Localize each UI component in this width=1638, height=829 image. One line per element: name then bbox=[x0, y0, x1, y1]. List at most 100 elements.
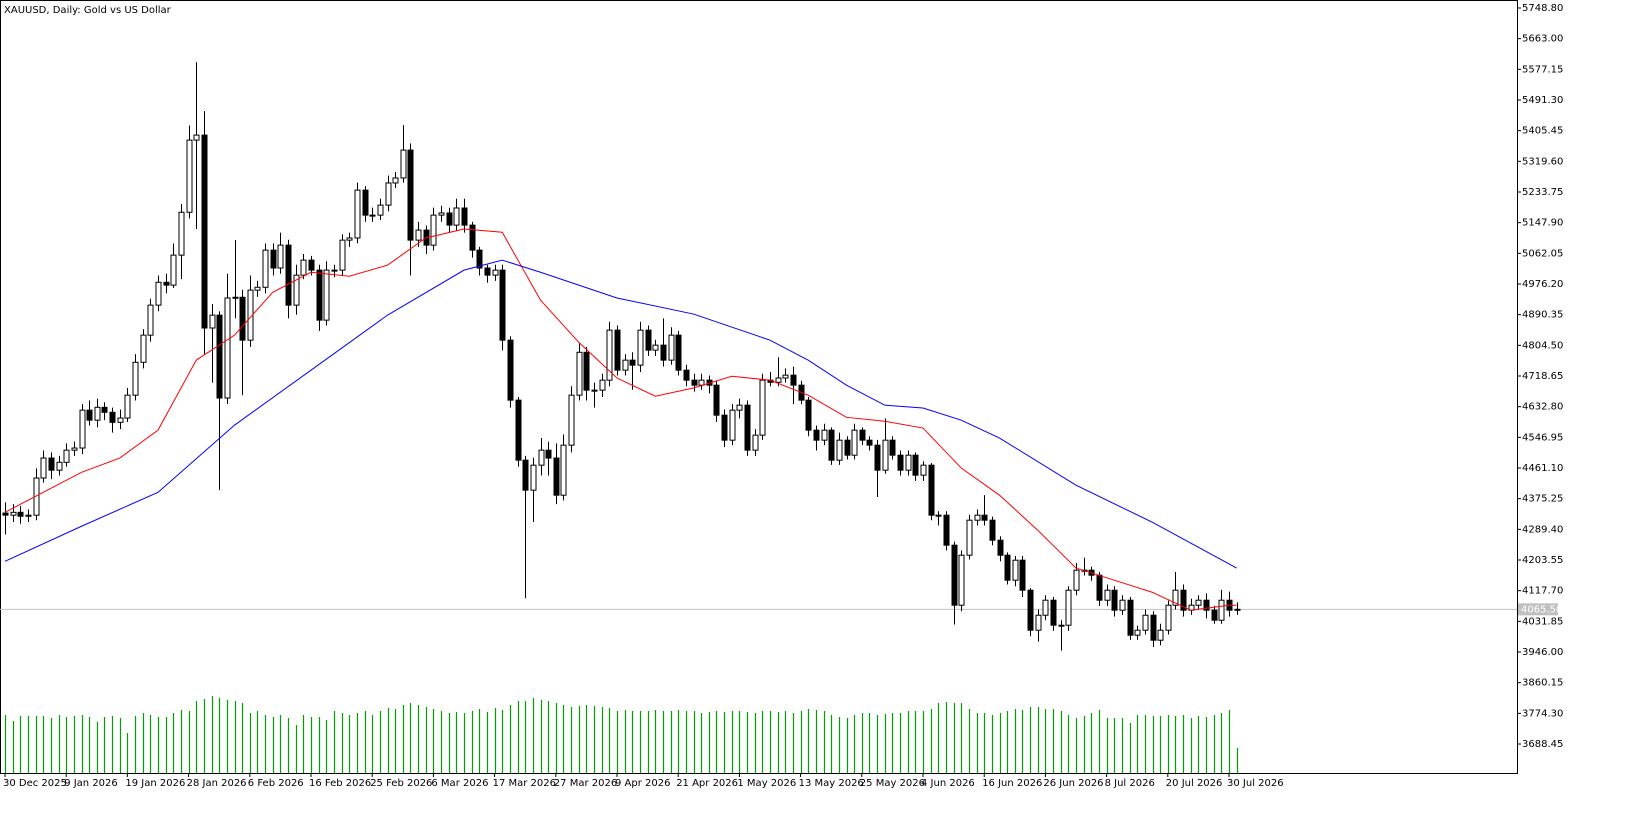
candle-body bbox=[476, 249, 483, 269]
candle-body bbox=[346, 237, 353, 241]
x-tick-label: 6 Mar 2026 bbox=[431, 778, 488, 789]
candle-body bbox=[966, 519, 973, 556]
candle-body bbox=[958, 554, 965, 606]
candle-body bbox=[117, 417, 124, 423]
x-tick-label: 9 Jan 2026 bbox=[64, 778, 118, 789]
candle-body bbox=[713, 384, 720, 416]
candle-body bbox=[377, 204, 384, 216]
candle-body bbox=[1004, 554, 1011, 581]
candle-body bbox=[63, 449, 70, 463]
candle-body bbox=[905, 454, 912, 471]
candle-body bbox=[323, 269, 330, 321]
y-tick-label: 3860.15 bbox=[1522, 678, 1563, 689]
candle-body bbox=[407, 149, 414, 241]
plot-area bbox=[0, 0, 1518, 774]
candle-body bbox=[744, 404, 751, 451]
candle-body bbox=[645, 329, 652, 351]
candle-body bbox=[1180, 589, 1187, 611]
x-tick-label: 25 Feb 2026 bbox=[370, 778, 432, 789]
candle-body bbox=[828, 429, 835, 461]
candle-body bbox=[775, 377, 782, 383]
candle-body bbox=[897, 454, 904, 471]
candle-body bbox=[1012, 559, 1019, 581]
candle-body bbox=[859, 429, 866, 441]
y-tick-label: 4031.85 bbox=[1522, 616, 1563, 627]
candle-body bbox=[369, 214, 376, 217]
candle-body bbox=[94, 406, 101, 421]
candle-body bbox=[522, 459, 529, 491]
y-tick-label: 4632.80 bbox=[1522, 402, 1563, 413]
candle-body bbox=[400, 149, 407, 179]
candle-body bbox=[430, 214, 437, 246]
candle-body bbox=[1218, 599, 1225, 621]
candle-body bbox=[277, 244, 284, 269]
candle-body bbox=[721, 414, 728, 441]
candle-body bbox=[629, 359, 636, 366]
candle-body bbox=[178, 211, 185, 256]
y-tick-label: 4117.70 bbox=[1522, 586, 1563, 597]
candle-body bbox=[813, 429, 820, 441]
candle-body bbox=[576, 351, 583, 396]
candle-body bbox=[889, 439, 896, 456]
candle-body bbox=[1058, 624, 1065, 627]
candle-body bbox=[270, 249, 277, 269]
candle-body bbox=[805, 399, 812, 431]
x-tick-label: 9 Apr 2026 bbox=[615, 778, 670, 789]
candle-body bbox=[935, 514, 942, 517]
candle-body bbox=[1096, 574, 1103, 601]
candle-body bbox=[362, 189, 369, 216]
candle-body bbox=[660, 344, 667, 361]
candle-body bbox=[668, 334, 675, 361]
candle-body bbox=[912, 454, 919, 476]
candle-body bbox=[415, 229, 422, 241]
candle-body bbox=[86, 409, 93, 421]
candle-body bbox=[1195, 599, 1202, 606]
candle-body bbox=[507, 339, 514, 401]
candle-body bbox=[530, 464, 537, 491]
candle-body bbox=[790, 374, 797, 386]
candle-body bbox=[614, 329, 621, 371]
candle-body bbox=[844, 439, 851, 456]
candle-body bbox=[446, 212, 453, 226]
y-tick-label: 4804.50 bbox=[1522, 340, 1563, 351]
candle-body bbox=[461, 207, 468, 226]
y-tick-label: 4203.55 bbox=[1522, 555, 1563, 566]
y-tick-label: 4375.25 bbox=[1522, 494, 1563, 505]
candle-body bbox=[1134, 629, 1141, 636]
x-tick-label: 25 May 2026 bbox=[860, 778, 925, 789]
candle-body bbox=[132, 361, 139, 396]
x-tick-label: 21 Apr 2026 bbox=[676, 778, 738, 789]
x-tick-label: 4 Jun 2026 bbox=[921, 778, 975, 789]
candle-body bbox=[1127, 599, 1134, 636]
candle-body bbox=[17, 511, 24, 517]
candle-body bbox=[752, 434, 759, 451]
candle-body bbox=[300, 259, 307, 276]
y-tick-label: 5319.60 bbox=[1522, 156, 1563, 167]
x-tick-label: 19 Jan 2026 bbox=[125, 778, 185, 789]
candle-body bbox=[920, 464, 927, 476]
candle-body bbox=[606, 329, 613, 381]
candle-body bbox=[499, 269, 506, 341]
y-tick-label: 4976.20 bbox=[1522, 279, 1563, 290]
candle-body bbox=[1172, 589, 1179, 606]
price-label-box bbox=[1518, 603, 1558, 616]
candle-body bbox=[1050, 599, 1057, 626]
x-tick-label: 1 May 2026 bbox=[737, 778, 796, 789]
y-tick-label: 5405.45 bbox=[1522, 126, 1563, 137]
candle-body bbox=[637, 329, 644, 366]
candle-body bbox=[79, 409, 86, 449]
candle-body bbox=[515, 399, 522, 461]
candle-body bbox=[224, 297, 231, 399]
x-tick-label: 8 Jul 2026 bbox=[1105, 778, 1155, 789]
candle-body bbox=[484, 267, 491, 276]
candle-body bbox=[851, 429, 858, 456]
x-tick-label: 20 Jul 2026 bbox=[1166, 778, 1223, 789]
candle-body bbox=[232, 296, 239, 299]
candle-body bbox=[1119, 599, 1126, 611]
x-tick-label: 30 Dec 2025 bbox=[3, 778, 67, 789]
candle-body bbox=[1165, 604, 1172, 631]
candle-body bbox=[1035, 614, 1042, 631]
moving-average bbox=[4, 228, 1237, 611]
candle-body bbox=[262, 249, 269, 288]
